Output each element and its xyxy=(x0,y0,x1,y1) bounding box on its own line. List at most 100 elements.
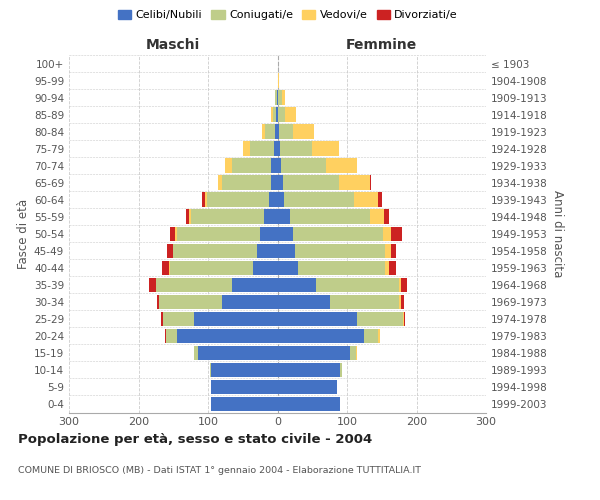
Bar xyxy=(298,260,385,275)
Bar xyxy=(260,226,277,241)
Bar xyxy=(311,142,340,156)
Bar xyxy=(218,176,222,190)
Bar xyxy=(278,90,281,105)
Bar xyxy=(211,397,277,411)
Bar xyxy=(277,124,279,139)
Bar xyxy=(211,362,277,377)
Bar xyxy=(210,362,211,377)
Bar xyxy=(285,108,296,122)
Bar xyxy=(276,108,277,122)
Bar xyxy=(403,312,404,326)
Bar xyxy=(205,192,206,207)
Bar xyxy=(278,108,285,122)
Bar xyxy=(293,226,383,241)
Bar xyxy=(316,278,399,292)
Y-axis label: Anni di nascita: Anni di nascita xyxy=(551,190,564,278)
Text: Maschi: Maschi xyxy=(146,38,200,52)
Bar xyxy=(161,312,163,326)
Bar xyxy=(277,108,278,122)
Bar xyxy=(284,192,354,207)
Bar xyxy=(401,294,404,309)
Bar xyxy=(277,346,350,360)
Bar xyxy=(232,158,271,173)
Bar xyxy=(391,244,397,258)
Bar xyxy=(290,210,370,224)
Bar xyxy=(277,176,283,190)
Bar xyxy=(175,226,177,241)
Bar xyxy=(186,210,189,224)
Bar xyxy=(277,74,278,88)
Bar xyxy=(165,328,166,343)
Bar xyxy=(160,294,222,309)
Bar xyxy=(295,244,385,258)
Bar xyxy=(222,294,277,309)
Bar xyxy=(293,124,314,139)
Bar xyxy=(338,176,370,190)
Bar xyxy=(281,90,285,105)
Bar xyxy=(271,176,277,190)
Bar xyxy=(354,192,378,207)
Bar xyxy=(370,210,384,224)
Bar xyxy=(277,210,290,224)
Bar xyxy=(166,328,177,343)
Bar xyxy=(277,158,281,173)
Bar xyxy=(277,397,340,411)
Bar xyxy=(277,192,284,207)
Bar xyxy=(277,362,340,377)
Bar xyxy=(173,244,257,258)
Bar xyxy=(326,158,358,173)
Bar xyxy=(167,244,173,258)
Bar xyxy=(279,124,293,139)
Bar xyxy=(163,312,194,326)
Bar xyxy=(197,346,277,360)
Bar xyxy=(277,294,329,309)
Bar xyxy=(263,210,277,224)
Bar xyxy=(271,158,277,173)
Bar xyxy=(226,158,232,173)
Bar xyxy=(391,226,402,241)
Text: Femmine: Femmine xyxy=(346,38,418,52)
Bar xyxy=(277,380,337,394)
Bar xyxy=(385,244,391,258)
Bar xyxy=(211,380,277,394)
Bar xyxy=(269,192,277,207)
Bar xyxy=(275,124,277,139)
Bar xyxy=(389,260,395,275)
Bar xyxy=(370,176,371,190)
Bar xyxy=(277,328,364,343)
Bar xyxy=(177,328,277,343)
Bar xyxy=(278,74,279,88)
Bar xyxy=(384,210,389,224)
Bar xyxy=(202,192,205,207)
Bar xyxy=(156,278,232,292)
Bar xyxy=(358,312,403,326)
Bar xyxy=(280,142,311,156)
Bar xyxy=(277,244,295,258)
Bar xyxy=(383,226,391,241)
Bar xyxy=(378,328,380,343)
Bar xyxy=(194,312,277,326)
Legend: Celibi/Nubili, Coniugati/e, Vedovi/e, Divorziati/e: Celibi/Nubili, Coniugati/e, Vedovi/e, Di… xyxy=(113,6,463,25)
Bar xyxy=(157,294,160,309)
Bar xyxy=(177,226,260,241)
Bar xyxy=(399,294,401,309)
Bar xyxy=(281,158,326,173)
Bar xyxy=(271,108,272,122)
Bar xyxy=(250,142,274,156)
Bar xyxy=(274,142,277,156)
Bar xyxy=(162,260,169,275)
Bar xyxy=(253,260,277,275)
Bar xyxy=(364,328,378,343)
Bar xyxy=(277,260,298,275)
Bar xyxy=(262,124,265,139)
Bar xyxy=(169,260,170,275)
Bar xyxy=(275,90,277,105)
Bar xyxy=(149,278,156,292)
Bar xyxy=(356,346,357,360)
Bar xyxy=(194,346,197,360)
Bar xyxy=(329,294,399,309)
Bar xyxy=(350,346,356,360)
Bar xyxy=(378,192,382,207)
Bar xyxy=(283,176,338,190)
Bar xyxy=(191,210,263,224)
